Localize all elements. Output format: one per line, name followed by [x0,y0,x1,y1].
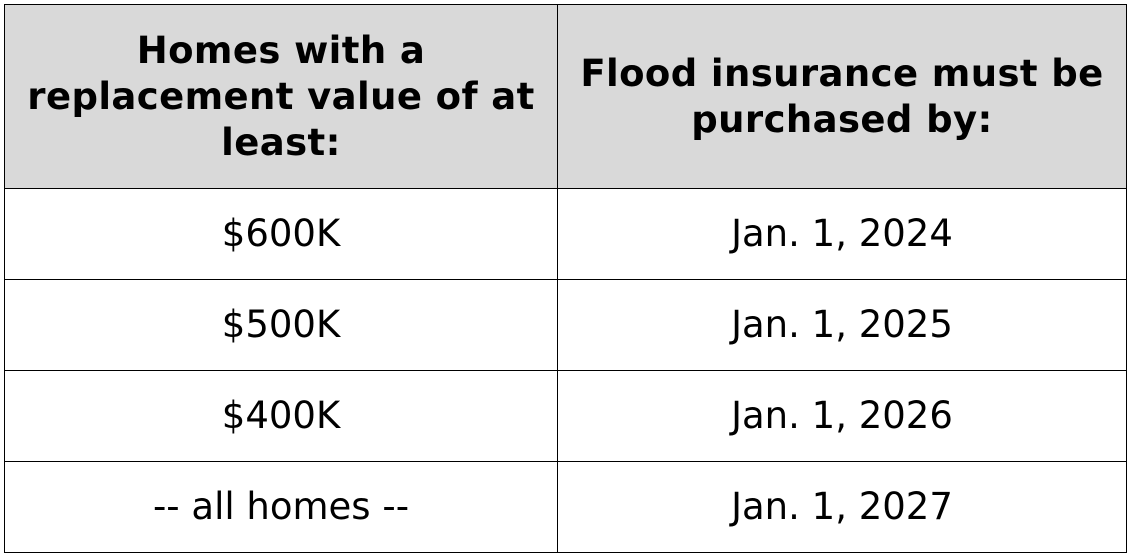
header-row: Homes with a replacement value of at lea… [4,4,1127,189]
header-replacement-value: Homes with a replacement value of at lea… [4,4,558,189]
table-row: $500K Jan. 1, 2025 [4,279,1127,371]
table-row: $400K Jan. 1, 2026 [4,370,1127,462]
table-header: Homes with a replacement value of at lea… [4,4,1127,189]
cell-purchase-deadline: Jan. 1, 2024 [557,188,1127,280]
header-purchase-deadline: Flood insurance must be purchased by: [557,4,1127,189]
table-row: -- all homes -- Jan. 1, 2027 [4,461,1127,553]
cell-purchase-deadline: Jan. 1, 2025 [557,279,1127,371]
table-row: $600K Jan. 1, 2024 [4,188,1127,280]
table-body: $600K Jan. 1, 2024 $500K Jan. 1, 2025 $4… [4,188,1127,553]
cell-replacement-value: $600K [4,188,558,280]
cell-purchase-deadline: Jan. 1, 2027 [557,461,1127,553]
cell-replacement-value: -- all homes -- [4,461,558,553]
cell-replacement-value: $500K [4,279,558,371]
cell-purchase-deadline: Jan. 1, 2026 [557,370,1127,462]
flood-insurance-table: Homes with a replacement value of at lea… [4,4,1127,553]
cell-replacement-value: $400K [4,370,558,462]
